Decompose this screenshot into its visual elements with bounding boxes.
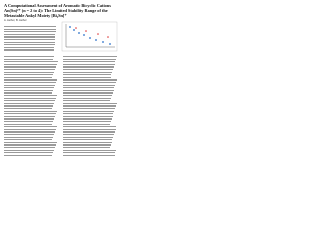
text-line [4,147,55,149]
text-line [4,33,56,35]
text-line [63,71,113,73]
text-line [63,102,117,104]
text-line [63,95,112,97]
text-line [4,74,53,76]
text-line [4,44,55,46]
text-line [63,56,117,58]
text-line [63,118,112,120]
text-line [63,154,115,156]
text-line [4,100,55,102]
text-line [63,136,114,138]
text-line [63,113,114,115]
text-line [63,110,115,112]
text-line [63,84,116,86]
text-line [4,128,56,130]
text-line [63,89,114,91]
abstract-figure [61,21,118,52]
text-line [4,102,54,104]
text-line [63,66,114,68]
text-line [63,82,116,84]
text-line [4,113,56,115]
author-line: A. Author, B. Author [4,19,27,22]
text-line [4,71,54,73]
text-line [4,144,56,146]
text-line [63,92,113,94]
text-line [63,63,115,65]
text-line [4,121,53,123]
text-line [63,147,110,149]
text-line [63,76,111,78]
text-line [63,100,111,102]
text-line [4,126,57,128]
text-line [4,118,54,120]
page: {"header": {"title": "A Computational As… [0,0,121,159]
text-line [63,139,113,141]
text-line [63,152,116,154]
text-line [63,141,112,143]
text-line [4,97,56,99]
text-line [4,152,53,154]
figure-points-alt [75,27,109,38]
text-line [4,131,55,133]
text-line [63,128,116,130]
text-line [4,87,54,89]
text-line [4,123,52,125]
text-line [4,36,56,38]
text-line [63,149,117,151]
text-line [4,108,52,110]
text-line [4,58,53,60]
text-line [4,46,55,48]
text-line [4,82,56,84]
text-line [63,108,115,110]
text-line [4,92,52,94]
figure-points [69,26,111,45]
text-line [4,69,55,71]
text-line [4,115,55,117]
text-line [4,76,52,78]
text-line [63,134,114,136]
text-line [4,139,52,141]
text-line [63,58,117,60]
text-line [4,28,56,30]
text-line [63,61,116,63]
figure-layer [61,21,118,52]
text-line [4,66,56,68]
text-line [4,56,54,58]
text-line [4,89,53,91]
text-line [63,79,117,81]
text-line [63,105,116,107]
text-line [4,134,54,136]
text-line [4,31,56,33]
text-line [4,105,53,107]
text-line [63,121,111,123]
text-line [4,149,54,151]
text-line [4,110,57,112]
text-line [4,136,53,138]
text-line [4,95,57,97]
text-line [4,49,55,51]
text-line [4,84,55,86]
text-line [63,131,115,133]
text-line [63,69,113,71]
text-line [4,41,55,43]
text-line [63,115,113,117]
text-line [63,126,117,128]
text-line [63,144,111,146]
text-line [63,123,111,125]
text-line [4,63,57,65]
text-line [63,74,112,76]
text-line [4,39,55,41]
text-line [4,154,52,156]
text-line [4,61,58,63]
text-line [63,97,112,99]
text-line [4,141,57,143]
text-line [63,87,115,89]
text-line [4,26,56,28]
paper-title: A Computational Assessment of Aromatic B… [4,3,111,18]
text-line [4,79,57,81]
